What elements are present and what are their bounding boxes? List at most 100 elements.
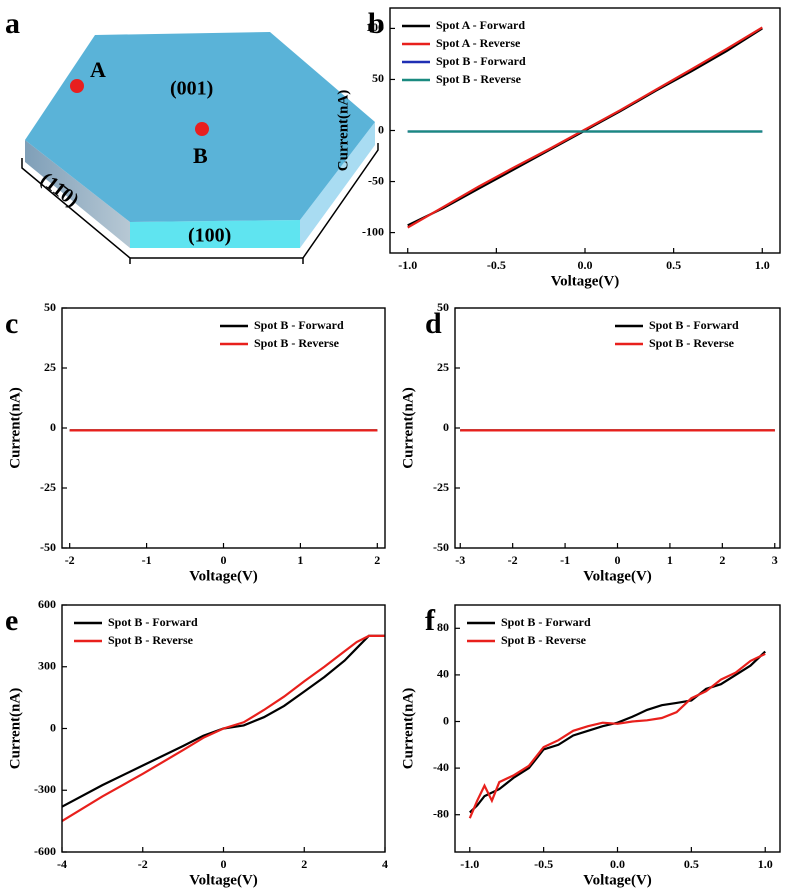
spot [70,79,84,93]
x-axis-label: Voltage(V) [189,872,258,888]
y-tick-label: -50 [40,540,56,554]
x-tick-label: 2 [301,857,307,871]
y-tick-label: 100 [366,20,384,34]
y-tick-label: -25 [433,480,449,494]
y-tick-label: 600 [38,597,56,611]
y-tick-label: 0 [50,720,56,734]
y-tick-label: 50 [372,71,384,85]
x-tick-label: -1.0 [398,258,417,272]
x-tick-label: -1.0 [460,857,479,871]
x-axis-label: Voltage(V) [551,273,620,289]
y-axis-label: Current(nA) [400,387,416,468]
y-tick-label: 50 [437,300,449,314]
edge-line [302,143,379,259]
face-label: (100) [188,225,231,247]
y-tick-label: 40 [437,667,449,681]
y-tick-label: -300 [34,782,56,796]
y-tick-label: 0 [443,713,449,727]
x-tick-label: 4 [382,857,388,871]
x-tick-label: -4 [57,857,67,871]
y-axis-label: Current(nA) [7,688,23,769]
edge-line [130,257,304,264]
legend-label: Spot B - Reverse [108,633,194,647]
plot-frame [61,604,386,853]
x-tick-label: 2 [374,553,380,567]
y-tick-label: 0 [443,420,449,434]
side-face [25,140,130,248]
x-tick-label: -2 [508,553,518,567]
data-line [61,634,385,808]
x-tick-label: -0.5 [534,857,553,871]
legend-label: Spot B - Forward [436,54,526,68]
data-line [407,26,763,229]
y-tick-label: 80 [437,620,449,634]
legend-label: Spot B - Reverse [436,72,522,86]
x-axis-label: Voltage(V) [583,872,652,888]
y-tick-label: -600 [34,844,56,858]
spot [195,122,209,136]
legend-label: Spot B - Reverse [501,633,587,647]
y-tick-label: -25 [40,480,56,494]
x-tick-label: -2 [65,553,75,567]
y-tick-label: 25 [437,360,449,374]
data-line [469,650,766,814]
legend-label: Spot B - Reverse [254,336,340,350]
x-tick-label: 1.0 [758,857,773,871]
panel-label: e [5,604,18,637]
point-label: B [193,143,208,168]
plot-frame [454,307,781,549]
edge-line [21,158,131,264]
y-tick-label: -80 [433,806,449,820]
x-tick-label: -1 [560,553,570,567]
right-face [300,122,375,248]
front-face [130,220,300,248]
panel-label: d [425,307,442,340]
x-tick-label: 2 [719,553,725,567]
legend-label: Spot B - Forward [254,318,344,332]
point-label: A [90,57,106,82]
data-line [468,652,766,819]
legend-label: Spot A - Forward [436,18,525,32]
y-tick-label: -50 [433,540,449,554]
y-tick-label: 300 [38,659,56,673]
y-tick-label: -40 [433,760,449,774]
x-axis-label: Voltage(V) [583,568,652,584]
x-tick-label: 1 [297,553,303,567]
x-tick-label: 3 [772,553,778,567]
x-tick-label: 0.5 [666,258,681,272]
y-axis-label: Current(nA) [400,688,416,769]
panel-label: c [5,307,18,340]
y-tick-label: 0 [378,122,384,136]
x-tick-label: -2 [138,857,148,871]
panel-label: a [5,7,20,40]
x-tick-label: -0.5 [487,258,506,272]
data-line [61,634,385,823]
x-tick-label: 0.0 [578,258,593,272]
panel-label: f [425,604,436,637]
x-tick-label: 0.5 [684,857,699,871]
y-tick-label: -100 [362,224,384,238]
crystal-diagram: a A B (001) (11̄0) (100) [5,7,379,264]
y-tick-label: 50 [44,300,56,314]
plot-frame [61,307,386,549]
y-tick-label: -50 [368,173,384,187]
x-tick-label: -3 [455,553,465,567]
x-axis-label: Voltage(V) [189,568,258,584]
x-tick-label: 0 [221,553,227,567]
legend-label: Spot B - Forward [501,615,591,629]
face-label: (001) [170,78,213,100]
plot-frame [454,604,781,853]
y-tick-label: 0 [50,420,56,434]
x-tick-label: 0 [221,857,227,871]
legend-label: Spot B - Reverse [649,336,735,350]
y-tick-label: 25 [44,360,56,374]
x-tick-label: 0.0 [610,857,625,871]
legend-label: Spot A - Reverse [436,36,521,50]
panel-label: b [368,7,385,40]
plot-frame [389,7,781,254]
legend-label: Spot B - Forward [649,318,739,332]
x-tick-label: 1.0 [755,258,770,272]
x-tick-label: 1 [667,553,673,567]
y-axis-label: Current(nA) [335,90,351,171]
